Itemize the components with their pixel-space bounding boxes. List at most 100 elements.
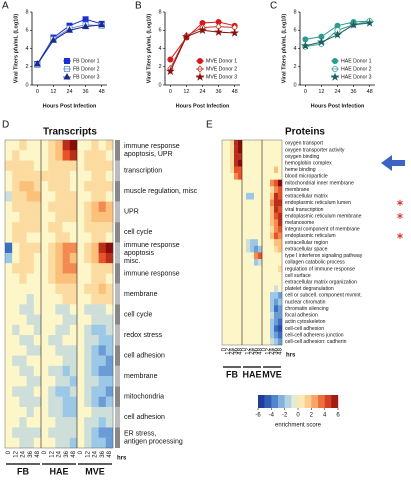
heatmap-cell <box>84 335 92 346</box>
colorbar-swatch <box>271 395 279 408</box>
heatmap-cell <box>98 160 106 171</box>
panel-label: A <box>2 1 9 12</box>
series-line <box>169 29 235 72</box>
group-label: HAE <box>49 466 68 476</box>
heatmap-cell <box>12 355 20 367</box>
heatmap-cell <box>234 252 239 260</box>
heatmap-cell <box>270 212 275 220</box>
heatmap-cell <box>48 365 56 377</box>
time-label: 36 <box>28 450 34 457</box>
heatmap-cell <box>19 355 27 367</box>
row-label: melanosome <box>285 220 314 226</box>
heatmap-cell <box>62 345 70 356</box>
heatmap-cell <box>55 160 63 171</box>
heatmap-cell <box>246 192 251 200</box>
heatmap-cell <box>222 166 227 174</box>
heatmap-cell <box>33 160 42 171</box>
panel-label: C <box>270 1 277 12</box>
heatmap-cell <box>226 265 231 273</box>
heatmap-cell <box>77 417 85 428</box>
heatmap-cell <box>270 179 275 187</box>
heatmap-cell <box>26 304 34 315</box>
heatmap-cell <box>91 335 99 346</box>
heatmap-cell <box>12 252 20 264</box>
heatmap-cell <box>5 181 13 192</box>
colorbar-tick-label: 2 <box>310 413 314 419</box>
heatmap-cell <box>33 252 42 264</box>
heatmap-cell <box>62 324 70 336</box>
x-tick-label: 48 <box>99 89 105 95</box>
heatmap-cell <box>105 304 114 315</box>
heatmap-cell <box>258 206 263 213</box>
heatmap-cell <box>98 150 106 161</box>
heatmap-cell <box>48 324 56 336</box>
heatmap-cell <box>226 219 231 227</box>
y-axis-label: Viral Titers pfu/mL (Log10) <box>13 14 19 84</box>
heatmap-cell <box>48 304 56 315</box>
heatmap-cell <box>19 140 27 151</box>
heatmap-cell <box>69 345 78 356</box>
heatmap-cell <box>254 311 259 319</box>
heatmap-cell <box>77 376 85 387</box>
heatmap-cell <box>19 242 27 254</box>
legend-label: FB Donor 1 <box>73 58 100 64</box>
heatmap-cell <box>91 252 99 264</box>
heatmap-cell <box>234 166 239 174</box>
heatmap-cell <box>84 386 92 397</box>
heatmap-cell <box>238 212 243 220</box>
heatmap-cell <box>69 232 78 243</box>
heatmap-cell <box>69 140 78 151</box>
cluster-bar <box>115 283 120 305</box>
heatmap-cell <box>226 245 231 253</box>
heatmap-cell <box>98 324 106 336</box>
heatmap-cell <box>91 314 99 325</box>
heatmap-cell <box>278 311 283 319</box>
heatmap-cell <box>91 437 99 449</box>
heatmap-cell <box>238 192 243 200</box>
heatmap-cell <box>77 160 85 171</box>
heatmap-cell <box>26 396 34 408</box>
heatmap-cell <box>274 199 279 207</box>
heatmap-cell <box>278 265 283 273</box>
heatmap-cell <box>55 304 63 315</box>
y-tick-label: 8 <box>158 9 161 15</box>
heatmap-cell <box>262 318 267 326</box>
heatmap-cell <box>19 263 27 274</box>
heatmap-cell <box>262 179 267 187</box>
heatmap-cell <box>234 239 239 247</box>
heatmap-cell <box>48 335 56 346</box>
heatmap-cell <box>250 225 255 233</box>
heatmap-cell <box>270 252 275 260</box>
heatmap-cell <box>48 294 56 305</box>
heatmap-cell <box>69 355 78 367</box>
heatmap-cell <box>274 219 279 227</box>
heatmap-cell <box>230 311 235 319</box>
heatmap-cell <box>48 386 56 397</box>
heatmap-cell <box>12 170 20 182</box>
heatmap-cell <box>238 166 243 174</box>
heatmap-cell <box>274 140 279 147</box>
heatmap-cell <box>105 273 114 284</box>
heatmap-cell <box>250 186 255 194</box>
heatmap-cell <box>254 232 259 240</box>
heatmap-cell <box>238 239 243 247</box>
heatmap-cell <box>230 199 235 207</box>
heatmap-cell <box>274 259 279 266</box>
heatmap-cell <box>98 201 106 213</box>
heatmap-cell <box>26 355 34 367</box>
y-tick-label: 0 <box>293 82 296 88</box>
heatmap-cell <box>12 417 20 428</box>
heatmap-cell <box>84 160 92 171</box>
heatmap-cell <box>77 427 85 438</box>
heatmap-cell <box>222 245 227 253</box>
heatmap-cell <box>234 265 239 273</box>
heatmap-cell <box>48 376 56 387</box>
heatmap-cell <box>19 222 27 233</box>
heatmap-cell <box>246 325 251 332</box>
heatmap-cell <box>84 170 92 182</box>
heatmap-cell <box>254 285 259 293</box>
heatmap-cell <box>55 140 63 151</box>
heatmap-cell <box>270 278 275 286</box>
heatmap-cell <box>254 252 259 260</box>
heatmap-cell <box>26 294 34 305</box>
